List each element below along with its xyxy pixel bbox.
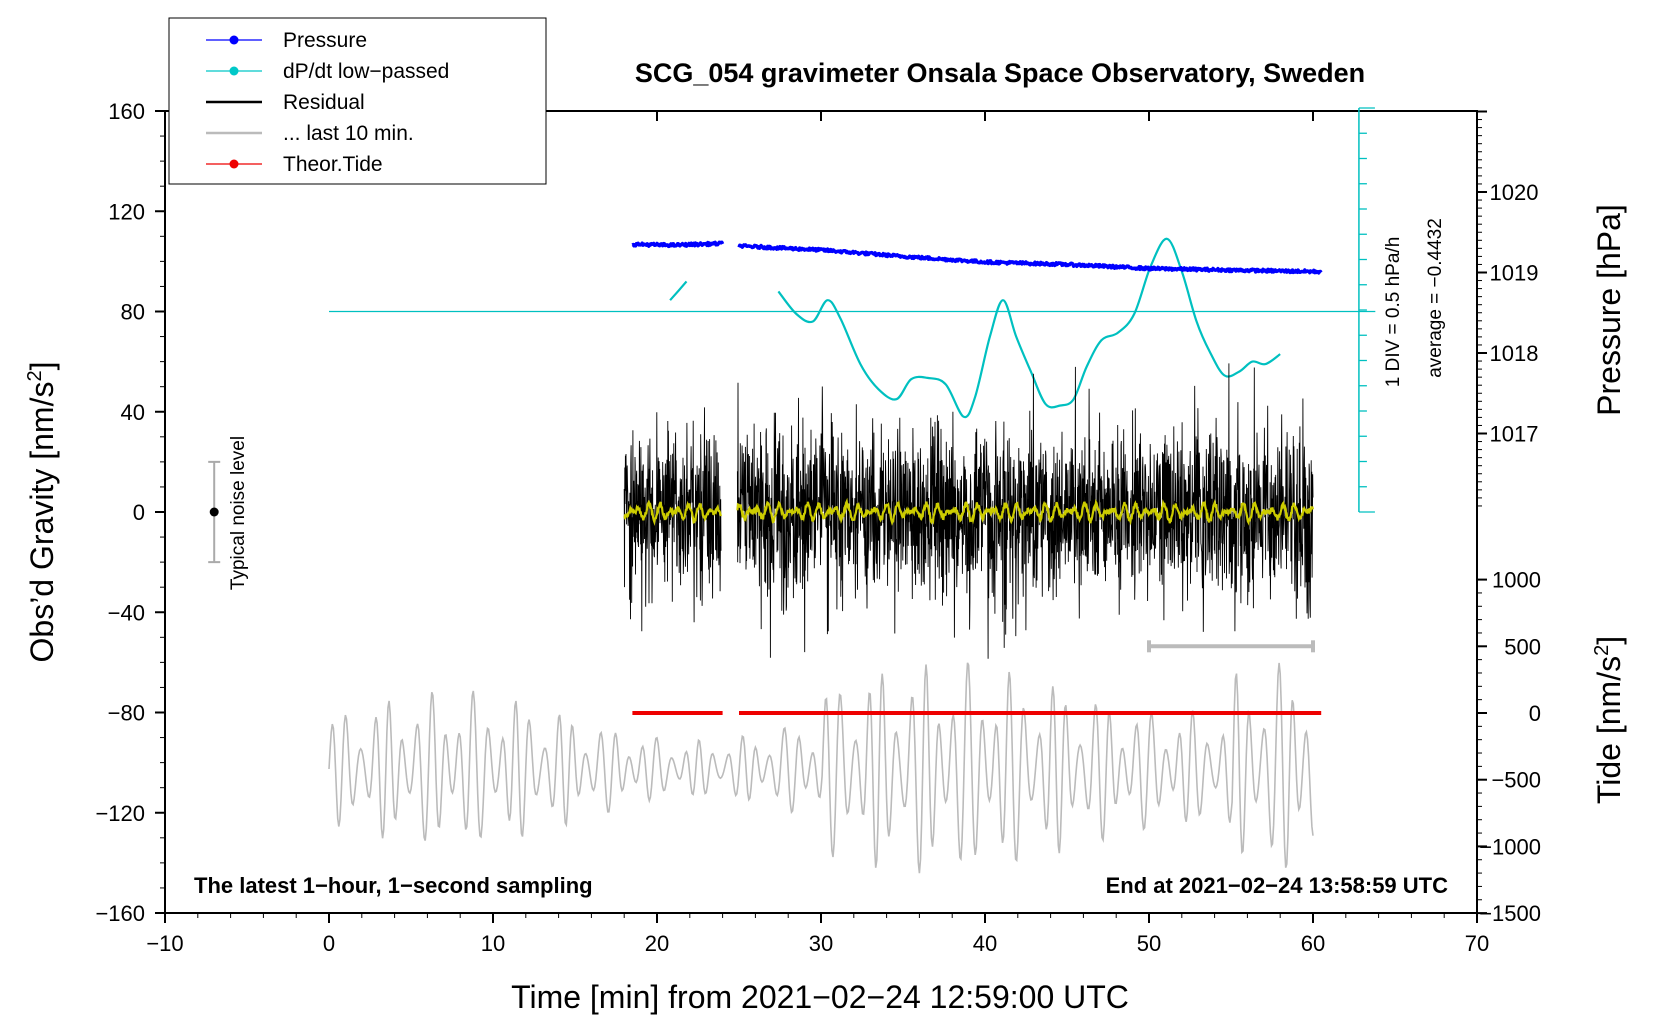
y-tick-label: −40 (108, 600, 145, 625)
x-tick-label: 20 (645, 931, 669, 956)
legend-swatch-marker (229, 159, 239, 169)
chart-title: SCG_054 gravimeter Onsala Space Observat… (635, 58, 1365, 88)
legend-label: dP/dt low−passed (283, 60, 449, 83)
y-axis-tide-title-sup: 2 (1591, 645, 1613, 656)
tide-tick-label: −1000 (1479, 834, 1541, 859)
x-tick-label: 10 (481, 931, 505, 956)
noise-point (209, 507, 219, 517)
noise-level-marker (208, 460, 221, 564)
pressure-tick-label: 1019 (1490, 261, 1539, 286)
y-tick-label: 40 (121, 400, 145, 425)
legend-label: Residual (283, 91, 365, 114)
y-tick-label: −160 (95, 901, 145, 926)
x-tick-label: 40 (973, 931, 997, 956)
y-axis-left-title-sup: 2 (24, 370, 46, 381)
legend-label: ... last 10 min. (283, 122, 414, 145)
legend-swatch-marker (229, 35, 239, 45)
dpdt-axis (329, 107, 1376, 513)
y-axis-left-title: Obs’d Gravity [nm/s2] (24, 362, 60, 663)
tide-tick-label: 500 (1504, 634, 1541, 659)
y-tick-label: 0 (133, 500, 145, 525)
pressure-series (631, 240, 1323, 275)
tide-tick-label: 0 (1529, 701, 1541, 726)
y-axis-pressure-title: Pressure [hPa] (1591, 204, 1627, 416)
pressure-tick-label: 1017 (1490, 422, 1539, 447)
legend-label: Theor.Tide (283, 153, 383, 176)
x-tick-label: 60 (1301, 931, 1325, 956)
legend-swatch-marker (229, 66, 239, 76)
pressure-line (737, 243, 1323, 275)
last10-window-marker (1147, 640, 1315, 653)
dpdt-line (777, 237, 1281, 419)
y-tick-label: 120 (108, 199, 145, 224)
legend-label: Pressure (283, 29, 367, 52)
y-tick-label: 160 (108, 99, 145, 124)
y-axis-left-title-end: ] (24, 362, 60, 371)
y-axis-pressure: 1017 1018 1019 1020 (1477, 110, 1539, 507)
note-right: End at 2021−02−24 13:58:59 UTC (1106, 873, 1449, 898)
x-tick-label: 70 (1465, 931, 1489, 956)
y-axis-tide-title: Tide [nm/s2] (1591, 636, 1627, 804)
residual-line (736, 363, 1314, 659)
residual-lp-line (623, 499, 723, 527)
y-axis-tide-title-text: Tide [nm/s (1591, 656, 1627, 804)
note-left: The latest 1−hour, 1−second sampling (194, 873, 593, 898)
x-tick-label: 0 (323, 931, 335, 956)
pressure-tick-label: 1020 (1490, 180, 1539, 205)
y-tick-label: −80 (108, 701, 145, 726)
dpdt-average-label: average = −0.4432 (1425, 218, 1446, 378)
pressure-tick-label: 1018 (1490, 341, 1539, 366)
residual-lowpassed-series (623, 497, 1315, 527)
y-axis-tide-title-end: ] (1591, 636, 1627, 645)
x-tick-label: 50 (1137, 931, 1161, 956)
legend: Pressure dP/dt low−passed Residual ... last… (168, 17, 547, 185)
last10-line (328, 662, 1314, 874)
y-axis-left-title-text: Obs’d Gravity [nm/s (24, 382, 60, 663)
y-tick-label: −120 (95, 801, 145, 826)
x-axis: −10 0 10 20 30 40 50 60 70 (146, 111, 1489, 956)
tide-tick-label: −500 (1491, 768, 1541, 793)
x-tick-label: 30 (809, 931, 833, 956)
y-axis-left: −160 −120 −80 −40 0 40 80 120 160 (95, 99, 165, 926)
noise-level-label: Typical noise level (228, 436, 249, 590)
residual-lp-line (736, 497, 1315, 527)
last-10-min-series (328, 662, 1314, 874)
dpdt-line-early (669, 280, 688, 301)
x-axis-title: Time [min] from 2021−02−24 12:59:00 UTC (511, 979, 1129, 1015)
tide-tick-label: 1000 (1492, 568, 1541, 593)
x-tick-label: −10 (146, 931, 183, 956)
tide-tick-label: −1500 (1479, 901, 1541, 926)
y-tick-label: 80 (121, 300, 145, 325)
dpdt-series (669, 237, 1281, 419)
pressure-line (631, 240, 725, 249)
y-axis-tide: −1500 −1000 −500 0 500 1000 (1477, 568, 1541, 926)
dpdt-scale-label: 1 DIV = 0.5 hPa/h (1383, 237, 1404, 388)
